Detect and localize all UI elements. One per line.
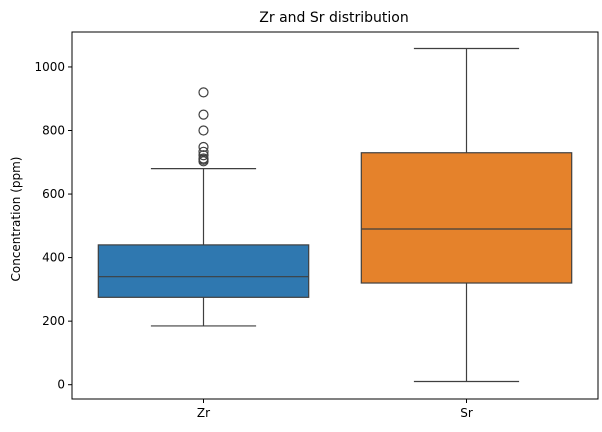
y-tick-label: 800 — [42, 124, 65, 138]
y-tick-label: 400 — [42, 251, 65, 265]
sr-box — [360, 152, 573, 284]
zr-outlier-point — [198, 153, 209, 164]
y-tick-label: 0 — [57, 378, 65, 392]
x-tick-label: Zr — [197, 406, 210, 420]
y-tick-label: 200 — [42, 314, 65, 328]
zr-box — [97, 244, 310, 298]
zr-outlier-point — [198, 125, 209, 136]
zr-outlier-point — [198, 87, 209, 98]
y-tick-label: 1000 — [34, 60, 65, 74]
y-tick-label: 600 — [42, 187, 65, 201]
y-axis-label: Concentration (ppm) — [9, 157, 23, 282]
zr-outlier-point — [198, 150, 209, 161]
plot-area: 0 200 400 600 800 1000 Zr Sr — [34, 47, 573, 420]
zr-outlier-point — [198, 146, 209, 157]
zr-outlier-point — [198, 141, 209, 153]
zr-outlier-point — [198, 109, 209, 120]
plot-frame — [71, 31, 599, 400]
chart-title: Zr and Sr distribution — [259, 10, 408, 26]
x-tick-label: Sr — [460, 406, 473, 420]
